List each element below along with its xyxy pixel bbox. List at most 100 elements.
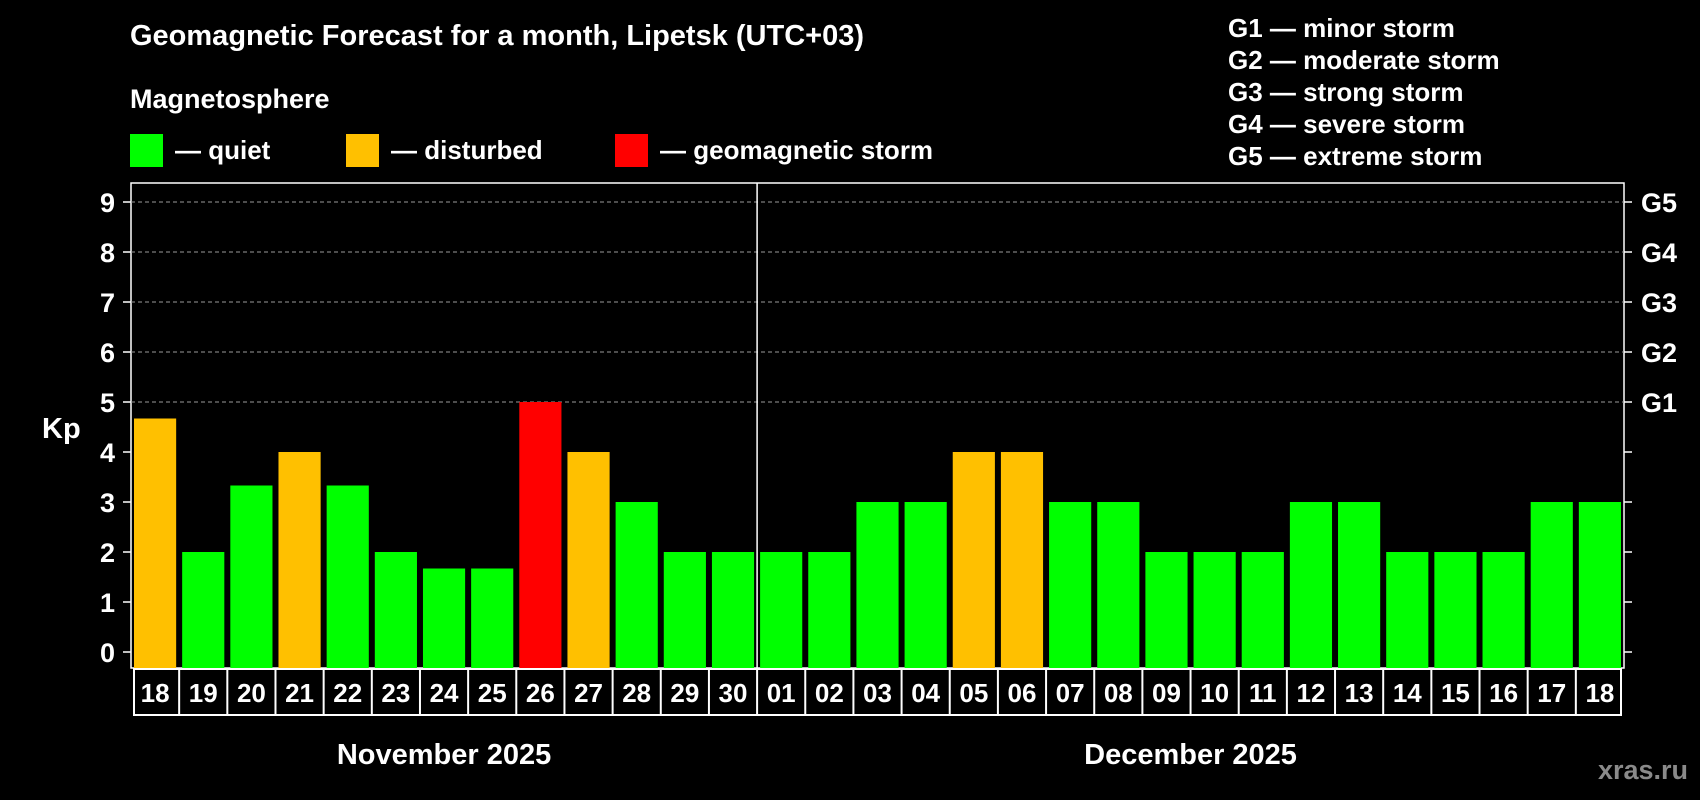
date-label: 14	[1393, 678, 1422, 708]
right-axis-label-g2: G2	[1641, 338, 1677, 368]
g3-legend-entry: G3 — strong storm	[1228, 77, 1464, 107]
kp-bar	[856, 502, 899, 668]
y-tick-label-7: 7	[100, 288, 115, 318]
right-axis-label-g4: G4	[1641, 238, 1677, 268]
kp-bar	[567, 452, 610, 668]
date-label: 19	[189, 678, 218, 708]
kp-bar	[952, 452, 995, 668]
date-label: 18	[141, 678, 170, 708]
legend-quiet: — quiet	[130, 133, 270, 167]
date-label: 08	[1104, 678, 1133, 708]
kp-bar	[1097, 502, 1140, 668]
right-axis-label-g3: G3	[1641, 288, 1677, 318]
site-watermark: xras.ru	[1597, 755, 1688, 785]
kp-bar	[230, 485, 273, 668]
kp-bar	[663, 552, 706, 668]
date-label: 27	[574, 678, 603, 708]
kp-bar	[1193, 552, 1236, 668]
legend-quiet-swatch	[130, 133, 163, 167]
date-label: 03	[863, 678, 892, 708]
y-axis-label: Kp	[42, 413, 81, 445]
kp-bar	[422, 568, 466, 668]
kp-bar	[1386, 552, 1429, 668]
kp-bar	[471, 568, 514, 668]
kp-bar	[760, 552, 803, 668]
kp-bar	[808, 552, 851, 668]
date-label: 22	[333, 678, 362, 708]
date-label: 01	[767, 678, 796, 708]
date-label: 28	[622, 678, 651, 708]
y-tick-label-9: 9	[100, 188, 115, 218]
kp-bar	[904, 502, 947, 668]
y-tick-label-4: 4	[100, 438, 115, 468]
date-label: 04	[911, 678, 940, 708]
date-label: 09	[1152, 678, 1181, 708]
kp-bar	[278, 452, 321, 668]
y-tick-label-5: 5	[100, 388, 115, 418]
date-label: 16	[1489, 678, 1518, 708]
date-label: 15	[1441, 678, 1470, 708]
date-label: 11	[1249, 678, 1277, 708]
date-label: 23	[381, 678, 410, 708]
kp-bar	[1145, 552, 1188, 668]
kp-bar	[519, 402, 562, 668]
legend-disturbed-label: — disturbed	[391, 134, 543, 165]
kp-bar	[615, 502, 658, 668]
y-tick-label-3: 3	[100, 488, 115, 518]
kp-bar	[182, 552, 225, 668]
kp-bar	[1530, 502, 1573, 668]
date-label: 05	[959, 678, 988, 708]
legend-disturbed: — disturbed	[346, 133, 543, 167]
legend-disturbed-swatch	[346, 133, 379, 167]
date-label: 26	[526, 678, 555, 708]
date-label: 30	[719, 678, 748, 708]
y-tick-label-2: 2	[100, 538, 115, 568]
date-label: 18	[1585, 678, 1614, 708]
date-label: 17	[1537, 678, 1566, 708]
g-scale-legend: G1 — minor storm G2 — moderate storm G3 …	[1228, 12, 1500, 172]
y-tick-label-6: 6	[100, 338, 115, 368]
chart-title: Geomagnetic Forecast for a month, Lipets…	[130, 20, 865, 52]
kp-bar	[711, 552, 755, 668]
g2-legend-entry: G2 — moderate storm	[1228, 45, 1500, 75]
date-label: 07	[1056, 678, 1085, 708]
month-label-2: December 2025	[1084, 739, 1297, 771]
g4-legend-entry: G4 — severe storm	[1228, 109, 1466, 139]
legend-storm-swatch	[615, 133, 648, 167]
date-label: 12	[1296, 678, 1325, 708]
kp-bar	[1289, 502, 1333, 668]
date-label: 10	[1200, 678, 1229, 708]
month-label-1: November 2025	[337, 739, 551, 771]
g5-legend-entry: G5 — extreme storm	[1228, 141, 1483, 171]
date-label: 13	[1345, 678, 1374, 708]
date-label: 06	[1008, 678, 1037, 708]
y-tick-label-1: 1	[100, 588, 115, 618]
right-axis-label-g1: G1	[1641, 388, 1677, 418]
date-label: 29	[670, 678, 699, 708]
date-label: 20	[237, 678, 266, 708]
kp-bar	[134, 418, 177, 668]
date-label: 02	[815, 678, 844, 708]
y-tick-label-8: 8	[100, 238, 115, 268]
kp-bar	[374, 552, 417, 668]
kp-bar	[1482, 552, 1525, 668]
legend-storm: — geomagnetic storm	[615, 133, 933, 167]
kp-bar	[1338, 502, 1381, 668]
kp-bar	[1434, 552, 1477, 668]
right-axis-label-g5: G5	[1641, 188, 1677, 218]
y-tick-label-0: 0	[100, 638, 115, 668]
date-label: 24	[430, 678, 459, 708]
kp-bar	[326, 485, 369, 668]
g1-legend-entry: G1 — minor storm	[1228, 13, 1455, 43]
kp-bar	[1049, 502, 1092, 668]
kp-bar	[1000, 452, 1044, 668]
legend-quiet-label: — quiet	[175, 134, 271, 165]
magnetosphere-legend-title: Magnetosphere	[130, 84, 330, 114]
kp-bar	[1578, 502, 1621, 668]
date-label: 21	[285, 678, 314, 708]
kp-bar	[1241, 552, 1284, 668]
date-axis-box	[133, 668, 1622, 716]
legend-storm-label: — geomagnetic storm	[660, 134, 934, 165]
date-label: 25	[478, 678, 507, 708]
